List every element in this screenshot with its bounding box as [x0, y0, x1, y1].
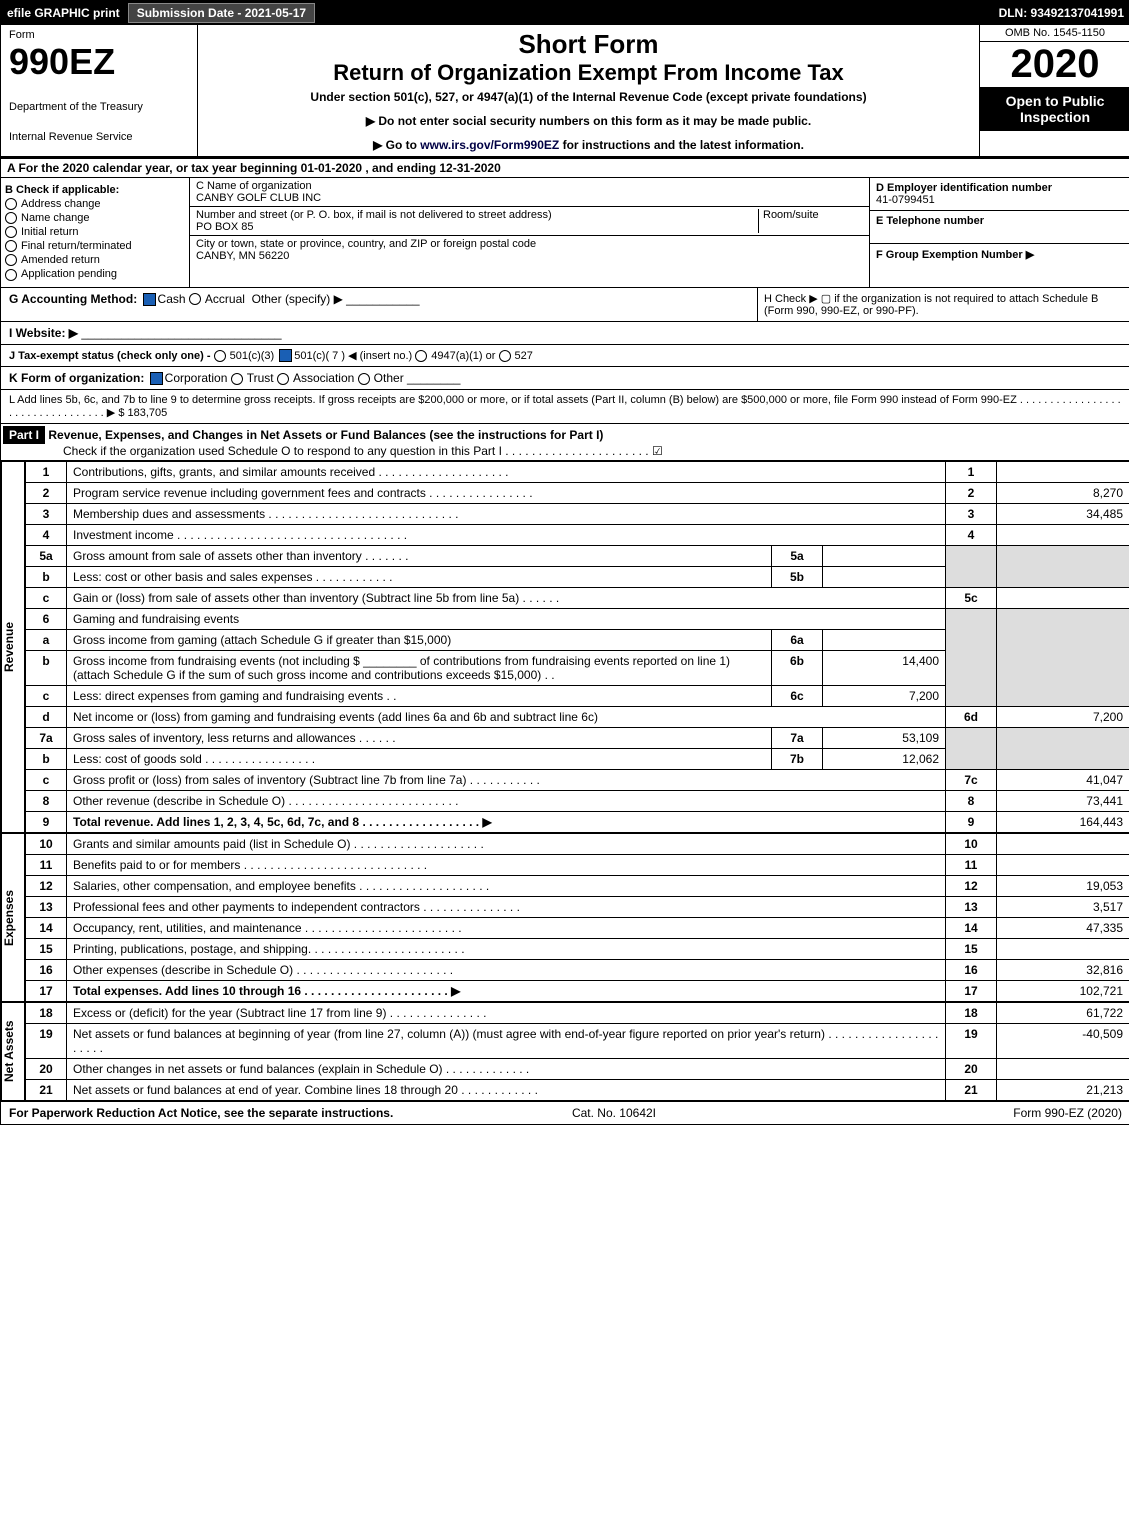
irs-link[interactable]: www.irs.gov/Form990EZ — [420, 138, 559, 152]
part1-bar: Part I — [3, 426, 45, 444]
b-opt-4[interactable]: Amended return — [5, 254, 185, 266]
part1-header: Part I Revenue, Expenses, and Changes in… — [1, 423, 1129, 461]
org-city: CANBY, MN 56220 — [196, 250, 289, 262]
revenue-label: Revenue — [1, 461, 25, 833]
circle-icon[interactable] — [231, 373, 243, 385]
irs-label: Internal Revenue Service — [9, 131, 189, 143]
d-label: D Employer identification number — [876, 182, 1052, 194]
title-2: Return of Organization Exempt From Incom… — [206, 60, 971, 86]
line-i: I Website: ▶ ___________________________… — [1, 321, 1129, 344]
year-label: 2020 — [980, 42, 1129, 87]
circle-icon — [5, 269, 17, 281]
section-b: B Check if applicable: Address change Na… — [1, 178, 190, 287]
entity-block: B Check if applicable: Address change Na… — [1, 178, 1129, 287]
line-g: G Accounting Method: Cash Accrual Other … — [1, 288, 757, 321]
f-label: F Group Exemption Number ▶ — [876, 249, 1034, 261]
circle-icon[interactable] — [277, 373, 289, 385]
netassets-table: 18Excess or (deficit) for the year (Subt… — [25, 1002, 1129, 1101]
revenue-table: 1Contributions, gifts, grants, and simil… — [25, 461, 1129, 833]
line-h: H Check ▶ ▢ if the organization is not r… — [757, 288, 1129, 321]
header-left: Form 990EZ Department of the Treasury In… — [1, 25, 198, 156]
topbar: efile GRAPHIC print Submission Date - 20… — [1, 1, 1129, 25]
line-l: L Add lines 5b, 6c, and 7b to line 9 to … — [1, 389, 1129, 423]
line-j: J Tax-exempt status (check only one) - 5… — [1, 344, 1129, 367]
revenue-block: Revenue 1Contributions, gifts, grants, a… — [1, 461, 1129, 833]
circle-icon — [5, 254, 17, 266]
checkbox-icon[interactable] — [143, 293, 156, 306]
note-1: ▶ Do not enter social security numbers o… — [206, 114, 971, 128]
dln-label: DLN: 93492137041991 — [999, 6, 1124, 20]
section-def: D Employer identification number41-07994… — [869, 178, 1129, 287]
part1-check: Check if the organization used Schedule … — [3, 444, 663, 458]
submission-date-button[interactable]: Submission Date - 2021-05-17 — [128, 3, 315, 23]
netassets-label: Net Assets — [1, 1002, 25, 1101]
footer-right: Form 990-EZ (2020) — [1013, 1106, 1122, 1120]
form-page: efile GRAPHIC print Submission Date - 20… — [0, 0, 1129, 1125]
footer-left: For Paperwork Reduction Act Notice, see … — [9, 1106, 393, 1120]
omb-label: OMB No. 1545-1150 — [980, 25, 1129, 42]
circle-icon — [5, 212, 17, 224]
header-right: OMB No. 1545-1150 2020 Open to Public In… — [979, 25, 1129, 156]
section-c: C Name of organizationCANBY GOLF CLUB IN… — [190, 178, 869, 287]
circle-icon[interactable] — [214, 350, 226, 362]
expenses-label: Expenses — [1, 833, 25, 1002]
b-opt-3[interactable]: Final return/terminated — [5, 240, 185, 252]
b-label: B Check if applicable: — [5, 184, 119, 196]
header: Form 990EZ Department of the Treasury In… — [1, 25, 1129, 158]
room-label: Room/suite — [758, 209, 863, 233]
b-opt-5[interactable]: Application pending — [5, 268, 185, 280]
expenses-block: Expenses 10Grants and similar amounts pa… — [1, 833, 1129, 1002]
circle-icon[interactable] — [415, 350, 427, 362]
city-label: City or town, state or province, country… — [196, 238, 536, 250]
footer-center: Cat. No. 10642I — [572, 1106, 656, 1120]
expenses-table: 10Grants and similar amounts paid (list … — [25, 833, 1129, 1002]
circle-icon — [5, 198, 17, 210]
c-label: C Name of organization — [196, 180, 312, 192]
open-to-public: Open to Public Inspection — [980, 87, 1129, 131]
footer: For Paperwork Reduction Act Notice, see … — [1, 1101, 1129, 1124]
checkbox-icon[interactable] — [279, 349, 292, 362]
line-a: A For the 2020 calendar year, or tax yea… — [1, 158, 1129, 178]
circle-icon[interactable] — [358, 373, 370, 385]
header-center: Short Form Return of Organization Exempt… — [198, 25, 979, 156]
circle-icon — [5, 226, 17, 238]
form-label: Form — [9, 29, 189, 41]
netassets-block: Net Assets 18Excess or (deficit) for the… — [1, 1002, 1129, 1101]
ein: 41-0799451 — [876, 194, 935, 206]
b-opt-2[interactable]: Initial return — [5, 226, 185, 238]
circle-icon[interactable] — [189, 293, 201, 305]
title-1: Short Form — [206, 29, 971, 60]
note-2: ▶ Go to www.irs.gov/Form990EZ for instru… — [206, 138, 971, 152]
org-name: CANBY GOLF CLUB INC — [196, 192, 321, 204]
checkbox-icon[interactable] — [150, 372, 163, 385]
b-opt-1[interactable]: Name change — [5, 212, 185, 224]
part1-title: Revenue, Expenses, and Changes in Net As… — [48, 428, 603, 442]
circle-icon — [5, 240, 17, 252]
dept-label: Department of the Treasury — [9, 101, 189, 113]
b-opt-0[interactable]: Address change — [5, 198, 185, 210]
form-number: 990EZ — [9, 41, 189, 83]
org-addr: PO BOX 85 — [196, 221, 253, 233]
subtitle: Under section 501(c), 527, or 4947(a)(1)… — [206, 90, 971, 104]
addr-label: Number and street (or P. O. box, if mail… — [196, 209, 552, 221]
e-label: E Telephone number — [876, 215, 984, 227]
circle-icon[interactable] — [499, 350, 511, 362]
efile-label: efile GRAPHIC print — [7, 6, 120, 20]
line-k: K Form of organization: Corporation Trus… — [1, 366, 1129, 389]
